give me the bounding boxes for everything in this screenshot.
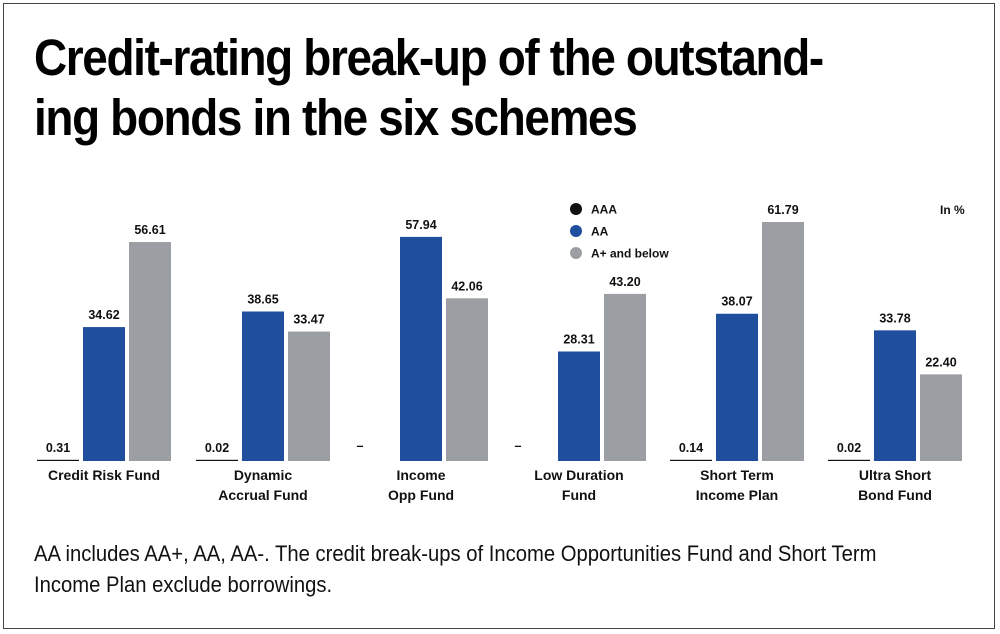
- category-labels-layer: Credit Risk Fund Dynamic Accrual Fund Incom…: [48, 467, 932, 503]
- value-label-aaa-4: 0.14: [679, 441, 703, 455]
- category-label-0: Credit Risk Fund: [48, 467, 160, 483]
- value-label-a-and-below-2: 42.06: [451, 279, 482, 293]
- category-label-2: Opp Fund: [388, 487, 454, 503]
- bar-aaa-0: [37, 459, 79, 461]
- value-label-aa-2: 57.94: [405, 218, 436, 232]
- bar-aa-1: [242, 311, 284, 461]
- category-label-2: Income: [396, 467, 445, 483]
- bar-a-and-below-3: [604, 293, 646, 461]
- value-label-aaa-1: 0.02: [205, 441, 229, 455]
- chart-title: Credit-rating break-up of the outstand- …: [34, 29, 824, 146]
- bar-aa-5: [874, 330, 916, 461]
- category-label-1: Accrual Fund: [218, 487, 307, 503]
- value-label-aaa-2: –: [357, 439, 364, 453]
- bar-a-and-below-5: [920, 374, 962, 461]
- bar-aa-2: [400, 236, 442, 461]
- bar-aaa-4: [670, 459, 712, 461]
- footnote: AA includes AA+, AA, AA-. The credit bre…: [34, 541, 877, 597]
- legend-label-aaa: AAA: [591, 203, 617, 217]
- bar-a-and-below-2: [446, 298, 488, 461]
- category-label-5: Ultra Short: [859, 467, 932, 483]
- category-label-4: Short Term: [700, 467, 774, 483]
- value-label-aaa-0: 0.31: [46, 441, 70, 455]
- unit-label: In %: [940, 203, 965, 217]
- value-label-aa-0: 34.62: [88, 308, 119, 322]
- legend-label-aa: AA: [591, 225, 609, 239]
- value-label-aa-5: 33.78: [879, 311, 910, 325]
- category-label-4: Income Plan: [696, 487, 778, 503]
- value-label-a-and-below-1: 33.47: [293, 313, 324, 327]
- value-label-a-and-below-3: 43.20: [609, 275, 640, 289]
- value-label-aa-3: 28.31: [563, 332, 594, 346]
- category-label-3: Low Duration: [534, 467, 623, 483]
- value-label-aa-1: 38.65: [247, 293, 278, 307]
- value-label-a-and-below-5: 22.40: [925, 355, 956, 369]
- bar-aa-4: [716, 313, 758, 461]
- value-label-a-and-below-4: 61.79: [767, 203, 798, 217]
- bar-aa-3: [558, 351, 600, 461]
- value-label-aaa-5: 0.02: [837, 441, 861, 455]
- category-label-5: Bond Fund: [858, 487, 932, 503]
- bar-a-and-below-4: [762, 222, 804, 461]
- bar-aa-0: [83, 327, 125, 461]
- legend-swatch-a-and-below: [570, 247, 582, 259]
- legend-swatch-aaa: [570, 203, 582, 215]
- bar-aaa-1: [196, 459, 238, 461]
- category-label-3: Fund: [562, 487, 596, 503]
- bar-aaa-5: [828, 459, 870, 461]
- legend-swatch-aa: [570, 225, 582, 237]
- category-label-1: Dynamic: [234, 467, 293, 483]
- value-label-a-and-below-0: 56.61: [134, 223, 165, 237]
- value-label-aa-4: 38.07: [721, 295, 752, 309]
- bar-a-and-below-0: [129, 242, 171, 461]
- bar-a-and-below-1: [288, 331, 330, 461]
- value-labels-layer: 0.31 34.62 56.61 0.02 38.65 33.47 – 57.94 42.06 –…: [46, 203, 957, 455]
- value-label-aaa-3: –: [515, 439, 522, 453]
- legend-label-a-and-below: A+ and below: [591, 247, 669, 261]
- bars-layer: [37, 222, 962, 461]
